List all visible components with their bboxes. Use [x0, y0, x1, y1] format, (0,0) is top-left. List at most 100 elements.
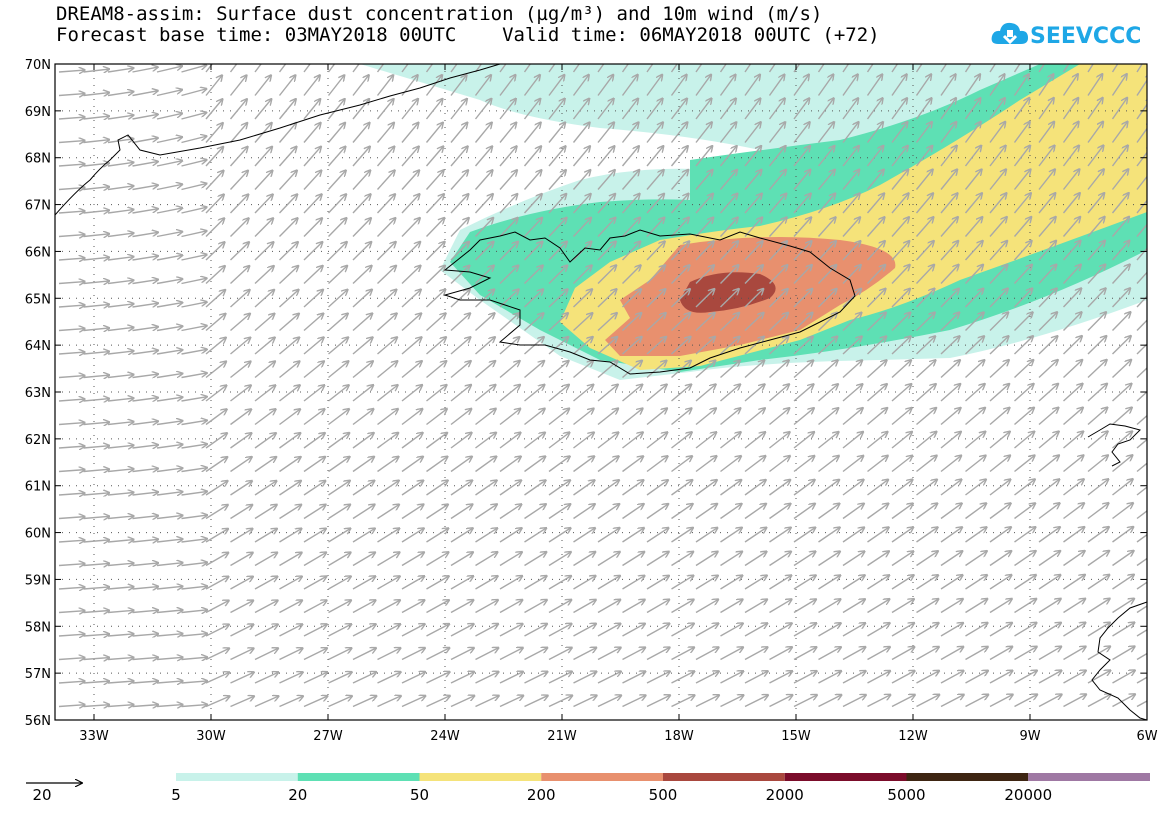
- wind-arrow: [1062, 288, 1082, 308]
- wind-arrow: [376, 99, 394, 120]
- wind-arrow: [279, 576, 303, 590]
- wind-arrow: [83, 93, 110, 96]
- wind-arrow: [156, 515, 183, 518]
- wind-arrow: [842, 312, 862, 332]
- wind-arrow: [915, 265, 935, 284]
- wind-arrow: [622, 313, 642, 332]
- wind-arrow: [916, 479, 938, 496]
- wind-arrow: [327, 75, 345, 96]
- wind-arrow: [866, 217, 885, 237]
- wind-arrow: [842, 74, 858, 96]
- wind-arrow: [940, 695, 964, 708]
- wind-arrow: [230, 696, 255, 708]
- wind-arrow: [426, 504, 449, 520]
- wind-arrow: [475, 289, 495, 308]
- wind-arrow: [646, 408, 667, 426]
- wind-arrow: [156, 208, 183, 214]
- wind-arrow: [646, 504, 668, 520]
- wind-arrow: [107, 351, 134, 354]
- wind-arrow: [1112, 646, 1135, 661]
- wind-arrow: [229, 75, 247, 96]
- wind-arrow: [328, 624, 352, 637]
- wind-arrow: [205, 672, 230, 684]
- wind-arrow: [548, 313, 568, 332]
- wind-arrow: [1136, 169, 1147, 190]
- wind-arrow: [328, 481, 351, 496]
- wind-arrow: [524, 456, 546, 473]
- wind-arrow: [1014, 527, 1036, 543]
- wind-arrow: [132, 468, 159, 471]
- wind-arrow: [989, 169, 1006, 190]
- wind-arrow: [670, 217, 690, 237]
- wind-arrow: [916, 575, 939, 590]
- wind-arrow: [695, 64, 703, 73]
- wind-arrow: [425, 218, 445, 237]
- wind-arrow: [769, 313, 789, 332]
- wind-arrow: [279, 552, 302, 567]
- wind-arrow: [132, 327, 159, 332]
- wind-arrow: [499, 624, 523, 637]
- wind-arrow: [622, 480, 644, 496]
- wind-arrow: [671, 265, 690, 284]
- wind-arrow: [181, 681, 208, 683]
- lat-label: 68N: [25, 152, 51, 167]
- wind-arrow: [107, 209, 134, 213]
- wind-arrow: [866, 265, 886, 284]
- wind-arrow: [1038, 527, 1060, 543]
- wind-arrow: [377, 242, 396, 261]
- wind-arrow: [328, 361, 349, 379]
- wind-arrow: [940, 647, 964, 661]
- wind-arrow: [475, 696, 500, 708]
- wind-arrow: [891, 551, 914, 567]
- map-title-line2: Forecast base time: 03MAY2018 00UTC Vali…: [56, 24, 880, 46]
- wind-arrow: [818, 432, 839, 449]
- wind-arrow: [842, 671, 866, 684]
- wind-arrow: [720, 289, 740, 308]
- wind-arrow: [891, 647, 915, 661]
- wind-arrow: [524, 528, 547, 543]
- wind-arrow: [181, 491, 208, 495]
- wind-arrow: [523, 194, 542, 214]
- wind-arrow: [1087, 479, 1108, 496]
- wind-arrow: [793, 360, 813, 379]
- wind-arrow: [818, 527, 840, 543]
- wind-arrow: [279, 672, 304, 684]
- wind-arrow: [499, 672, 523, 684]
- wind-arrow: [572, 194, 591, 214]
- wind-arrow: [1087, 455, 1108, 473]
- wind-arrow: [622, 361, 643, 379]
- wind-arrow: [1112, 455, 1133, 473]
- wind-arrow: [818, 360, 838, 379]
- wind-arrow: [1038, 384, 1058, 402]
- wind-arrow: [818, 575, 841, 590]
- wind-arrow: [328, 337, 349, 355]
- wind-arrow: [867, 599, 890, 614]
- wind-arrow: [499, 99, 516, 120]
- wind-arrow: [1087, 145, 1104, 167]
- wind-arrow: [622, 504, 644, 520]
- wind-arrow: [867, 456, 889, 473]
- wind-arrow: [964, 64, 972, 73]
- wind-arrow: [132, 67, 159, 73]
- wind-arrow: [695, 170, 713, 190]
- wind-arrow: [793, 241, 812, 261]
- wind-arrow: [817, 98, 834, 120]
- wind-arrow: [719, 217, 738, 237]
- wind-arrow: [793, 169, 811, 190]
- wind-arrow: [818, 408, 839, 426]
- wind-arrow: [303, 433, 325, 449]
- wind-arrow: [989, 503, 1011, 520]
- wind-arrow: [1136, 557, 1147, 567]
- wind-arrow: [916, 455, 937, 473]
- wind-arrow: [744, 336, 764, 355]
- wind-arrow: [377, 480, 400, 496]
- wind-arrow: [867, 408, 888, 426]
- wind-arrow: [842, 695, 866, 708]
- wind-arrow: [744, 575, 767, 590]
- colorbar-label: 20000: [1004, 786, 1053, 804]
- wind-arrow: [450, 504, 473, 520]
- wind-arrow: [965, 455, 986, 473]
- wind-arrow: [940, 74, 956, 96]
- wind-arrow: [793, 336, 813, 355]
- wind-arrow: [891, 623, 914, 637]
